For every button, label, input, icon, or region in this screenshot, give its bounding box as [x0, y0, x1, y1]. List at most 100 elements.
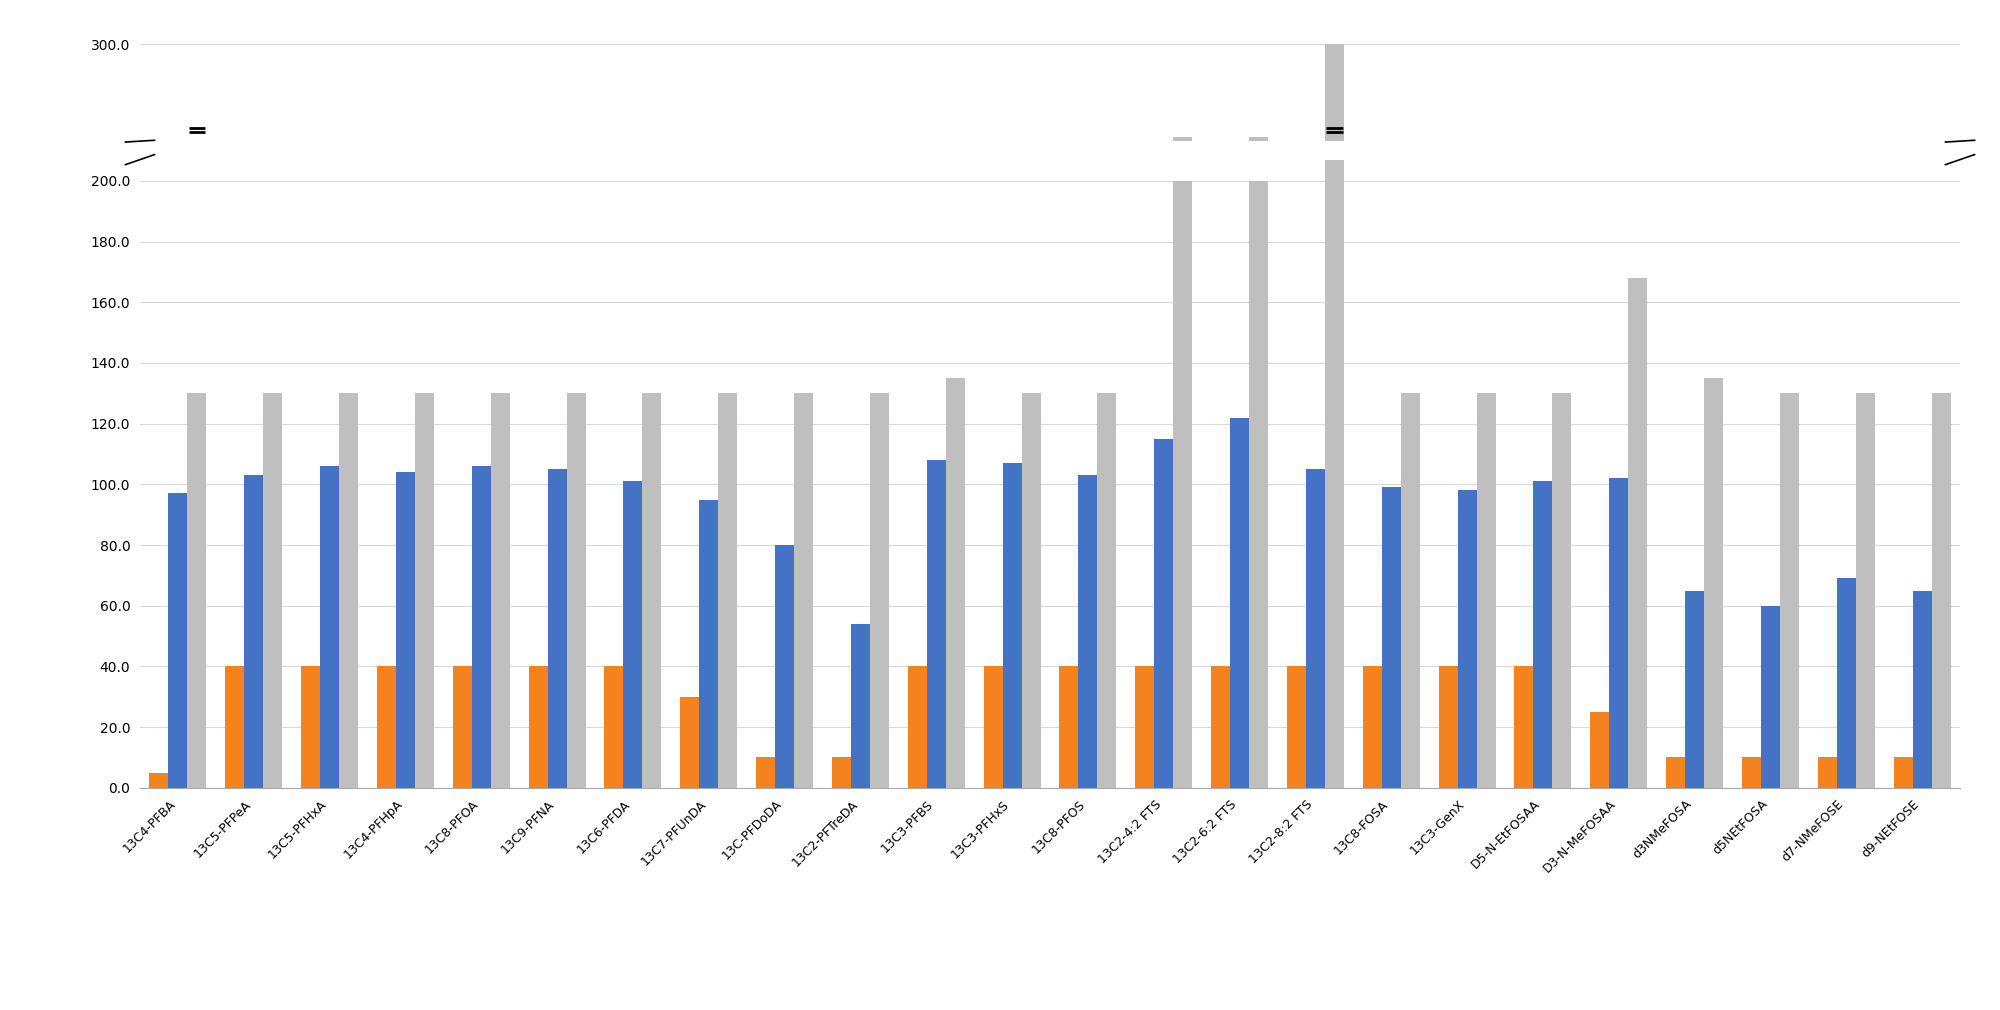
- Bar: [1552, 201, 1572, 321]
- Bar: [528, 285, 548, 321]
- Bar: [548, 224, 566, 321]
- Bar: [1154, 438, 1174, 788]
- Bar: [926, 461, 946, 788]
- Bar: [1932, 201, 1950, 321]
- Bar: [1250, 136, 1268, 321]
- Bar: [320, 467, 340, 788]
- Bar: [908, 667, 926, 788]
- Bar: [1666, 758, 1686, 788]
- Bar: [1628, 166, 1648, 321]
- Bar: [150, 317, 168, 321]
- Bar: [1306, 224, 1324, 321]
- Bar: [700, 500, 718, 788]
- Bar: [1060, 667, 1078, 788]
- Bar: [1666, 312, 1686, 321]
- Bar: [264, 201, 282, 321]
- Bar: [1704, 197, 1724, 321]
- Bar: [926, 221, 946, 321]
- Bar: [340, 201, 358, 321]
- Bar: [226, 667, 244, 788]
- Bar: [624, 228, 642, 321]
- Bar: [302, 667, 320, 788]
- Bar: [188, 393, 206, 788]
- Bar: [320, 223, 340, 321]
- Bar: [1362, 285, 1382, 321]
- Bar: [1286, 667, 1306, 788]
- Bar: [1438, 285, 1458, 321]
- Bar: [1590, 712, 1610, 788]
- Bar: [1382, 488, 1400, 788]
- Bar: [1098, 393, 1116, 788]
- Bar: [1476, 201, 1496, 321]
- Bar: [490, 393, 510, 788]
- Bar: [1742, 758, 1760, 788]
- Bar: [776, 247, 794, 321]
- Bar: [776, 545, 794, 788]
- Bar: [1458, 491, 1476, 788]
- Bar: [1174, 181, 1192, 788]
- Bar: [1458, 230, 1476, 321]
- Bar: [264, 393, 282, 788]
- Bar: [414, 393, 434, 788]
- Bar: [794, 393, 814, 788]
- Bar: [984, 285, 1002, 321]
- Bar: [1818, 312, 1836, 321]
- Bar: [642, 201, 662, 321]
- Bar: [1476, 393, 1496, 788]
- Bar: [1212, 285, 1230, 321]
- Bar: [302, 285, 320, 321]
- Bar: [396, 473, 414, 788]
- Bar: [832, 312, 850, 321]
- Bar: [1324, 0, 1344, 788]
- Bar: [566, 201, 586, 321]
- Bar: [756, 758, 776, 788]
- Bar: [1078, 476, 1098, 788]
- Bar: [1382, 230, 1400, 321]
- Bar: [1002, 222, 1022, 321]
- Bar: [472, 223, 490, 321]
- Bar: [340, 393, 358, 788]
- Bar: [1836, 579, 1856, 788]
- Bar: [1136, 667, 1154, 788]
- Bar: [604, 667, 624, 788]
- Bar: [680, 294, 700, 321]
- Bar: [1912, 262, 1932, 321]
- Bar: [1250, 181, 1268, 788]
- Bar: [1836, 258, 1856, 321]
- Bar: [188, 201, 206, 321]
- Bar: [1002, 464, 1022, 788]
- Bar: [1912, 591, 1932, 788]
- Bar: [1704, 378, 1724, 788]
- Bar: [908, 285, 926, 321]
- Bar: [1628, 278, 1648, 788]
- Bar: [1760, 606, 1780, 788]
- Bar: [1400, 393, 1420, 788]
- Bar: [1590, 298, 1610, 321]
- Bar: [984, 667, 1002, 788]
- Bar: [718, 393, 738, 788]
- Bar: [1136, 285, 1154, 321]
- Bar: [1098, 201, 1116, 321]
- Bar: [946, 197, 964, 321]
- Bar: [1438, 667, 1458, 788]
- Bar: [1932, 393, 1950, 788]
- Bar: [700, 233, 718, 321]
- Bar: [718, 201, 738, 321]
- Bar: [1060, 285, 1078, 321]
- Bar: [1362, 667, 1382, 788]
- Bar: [1552, 393, 1572, 788]
- Bar: [1400, 201, 1420, 321]
- Bar: [1686, 591, 1704, 788]
- Bar: [1534, 228, 1552, 321]
- Bar: [1022, 393, 1040, 788]
- Bar: [1610, 479, 1628, 788]
- Bar: [756, 312, 776, 321]
- Bar: [680, 697, 700, 788]
- Bar: [376, 667, 396, 788]
- Bar: [548, 470, 566, 788]
- Bar: [1022, 201, 1040, 321]
- Bar: [870, 393, 888, 788]
- Bar: [1856, 201, 1874, 321]
- Bar: [1078, 226, 1098, 321]
- Bar: [1856, 393, 1874, 788]
